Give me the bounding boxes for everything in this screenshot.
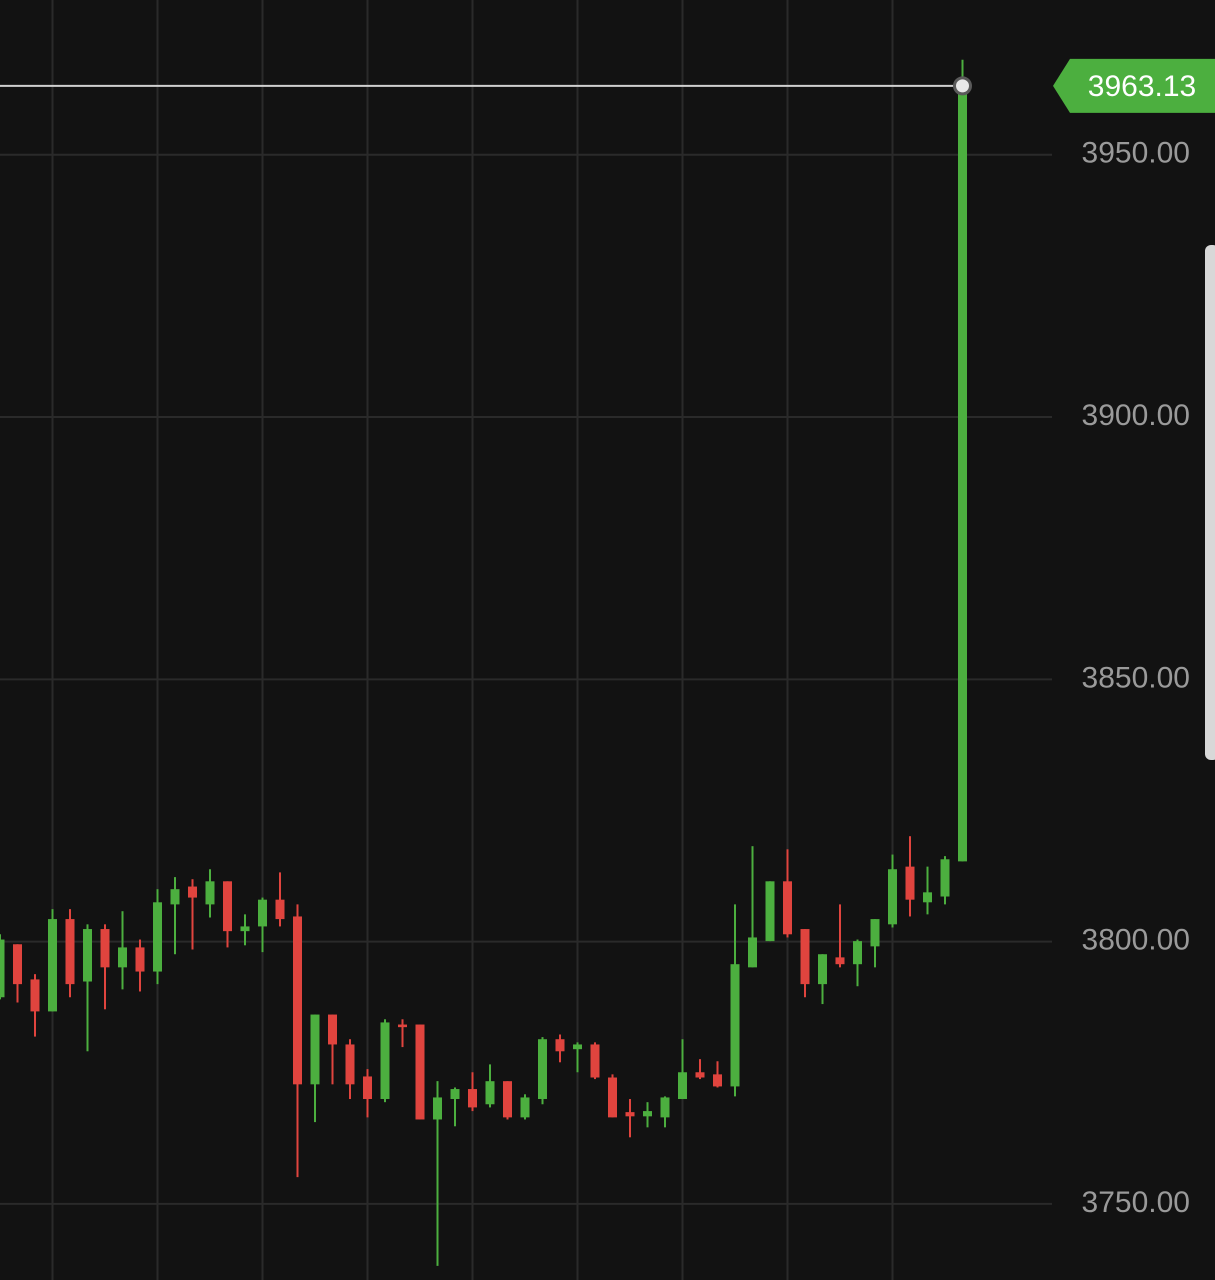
y-tick-label: 3750.00 (1082, 1186, 1190, 1219)
candle-body (660, 1097, 670, 1118)
candle-body (258, 899, 267, 927)
candle-body (380, 1022, 390, 1100)
candle-body (765, 881, 775, 942)
candle-body (958, 85, 967, 862)
candle-body (275, 899, 285, 920)
candle-body (905, 866, 915, 900)
candle-body (153, 902, 162, 972)
candle-body (888, 869, 897, 925)
candle-body (678, 1072, 687, 1100)
candle-body (205, 881, 215, 905)
candle-body (450, 1089, 460, 1100)
candle-body (870, 919, 880, 947)
candle-body (730, 964, 740, 1087)
candle-body (30, 979, 40, 1012)
candle-body (310, 1014, 320, 1085)
candle-body (923, 892, 932, 903)
y-tick-label: 3950.00 (1082, 137, 1190, 170)
y-tick-label: 3900.00 (1082, 399, 1190, 432)
candle-body (240, 926, 250, 932)
candle-body (223, 881, 232, 932)
candle-body (940, 859, 950, 897)
candle-body (608, 1077, 617, 1118)
last-price-tag (1053, 58, 1215, 113)
candle-body (188, 886, 197, 898)
candle-body (0, 939, 5, 998)
candle-body (100, 929, 110, 968)
candles (0, 59, 967, 1266)
y-tick-label: 3850.00 (1082, 661, 1190, 694)
candle-body (835, 957, 845, 965)
candle-body (800, 929, 810, 985)
last-price-label: 3963.13 (1088, 70, 1196, 103)
candle-body (468, 1089, 477, 1108)
candle-body (713, 1074, 722, 1087)
candle-body (485, 1081, 495, 1105)
candle-body (48, 919, 57, 1012)
candle-body (433, 1097, 442, 1120)
candle-body (643, 1111, 652, 1117)
candle-body (345, 1044, 355, 1085)
candle-body (625, 1112, 635, 1117)
overlay: 3963.13 (0, 58, 1215, 113)
candle-body (783, 881, 792, 935)
candle-body (398, 1024, 407, 1028)
candle-body (65, 919, 75, 985)
scrollbar[interactable] (1205, 245, 1215, 760)
candle-body (503, 1081, 512, 1118)
candle-body (363, 1076, 372, 1100)
candle-body (83, 929, 92, 982)
y-tick-label: 3800.00 (1082, 924, 1190, 957)
candle-body (555, 1039, 565, 1052)
candle-body (415, 1024, 425, 1120)
candle-body (695, 1072, 705, 1078)
candle-body (590, 1044, 600, 1078)
candle-body (520, 1097, 530, 1118)
candle-body (328, 1014, 337, 1045)
candle-body (135, 947, 145, 972)
candle-body (748, 937, 757, 968)
candle-body (573, 1044, 582, 1050)
candle-body (818, 954, 827, 985)
candle-body (13, 944, 22, 985)
last-price-dot (953, 76, 972, 96)
candle-body (118, 947, 127, 968)
candle-body (538, 1039, 547, 1100)
candle-body (293, 916, 302, 1085)
candle-body (853, 941, 862, 965)
candle-body (170, 889, 180, 905)
